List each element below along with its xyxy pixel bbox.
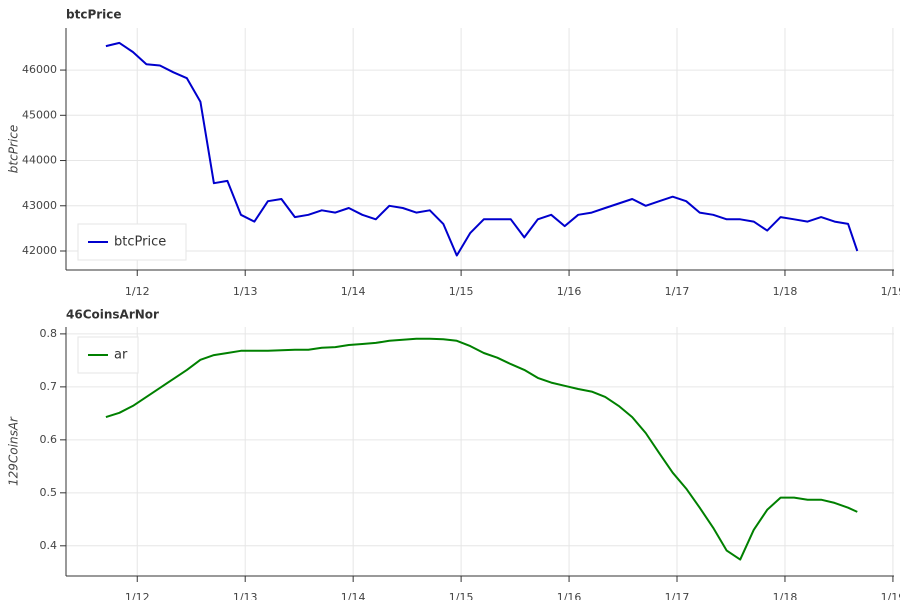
y-axis-label: btcPrice (7, 125, 21, 173)
panel-title: btcPrice (66, 8, 122, 22)
y-tick-label: 46000 (22, 63, 57, 76)
x-tick-label: 1/17 (665, 285, 690, 298)
y-tick-label: 42000 (22, 244, 57, 257)
y-tick-label: 0.4 (40, 539, 58, 552)
y-tick-label: 0.5 (40, 486, 58, 499)
panel: btcPrice btcPrice 42000 43000 44000 45000 4600… (7, 8, 900, 299)
x-tick-label: 1/19 (881, 591, 900, 600)
x-tick-label: 1/17 (665, 591, 690, 600)
x-tick-label: 1/13 (233, 285, 258, 298)
panel-title: 46CoinsArNor (66, 308, 159, 322)
x-tick-label: 1/15 (449, 591, 474, 600)
y-tick-label: 44000 (22, 154, 57, 167)
x-tick-label: 1/12 (125, 591, 150, 600)
y-tick-label: 45000 (22, 108, 57, 121)
x-tick-label: 1/18 (773, 591, 798, 600)
y-axis-label: 129CoinsAr (7, 416, 21, 486)
legend: btcPrice (77, 223, 187, 261)
x-tick-label: 1/12 (125, 285, 150, 298)
x-tick-label: 1/18 (773, 285, 798, 298)
y-tick-label: 0.7 (40, 380, 58, 393)
x-tick-label: 1/14 (341, 285, 366, 298)
data-line (105, 337, 858, 561)
legend: ar (77, 336, 139, 374)
x-tick-label: 1/19 (881, 285, 900, 298)
x-tick-label: 1/13 (233, 591, 258, 600)
y-tick-label: 43000 (22, 199, 57, 212)
x-tick-label: 1/16 (557, 285, 582, 298)
legend-label: btcPrice (114, 235, 166, 250)
legend-label: ar (114, 348, 128, 363)
x-tick-label: 1/14 (341, 591, 366, 600)
y-tick-label: 0.8 (40, 327, 58, 340)
panel: 46CoinsArNor 129CoinsAr 0.4 0.5 0.6 0.7 0.8 1/1… (7, 308, 900, 600)
x-tick-label: 1/15 (449, 285, 474, 298)
data-line (105, 41, 859, 257)
x-tick-label: 1/16 (557, 591, 582, 600)
y-tick-label: 0.6 (40, 433, 58, 446)
